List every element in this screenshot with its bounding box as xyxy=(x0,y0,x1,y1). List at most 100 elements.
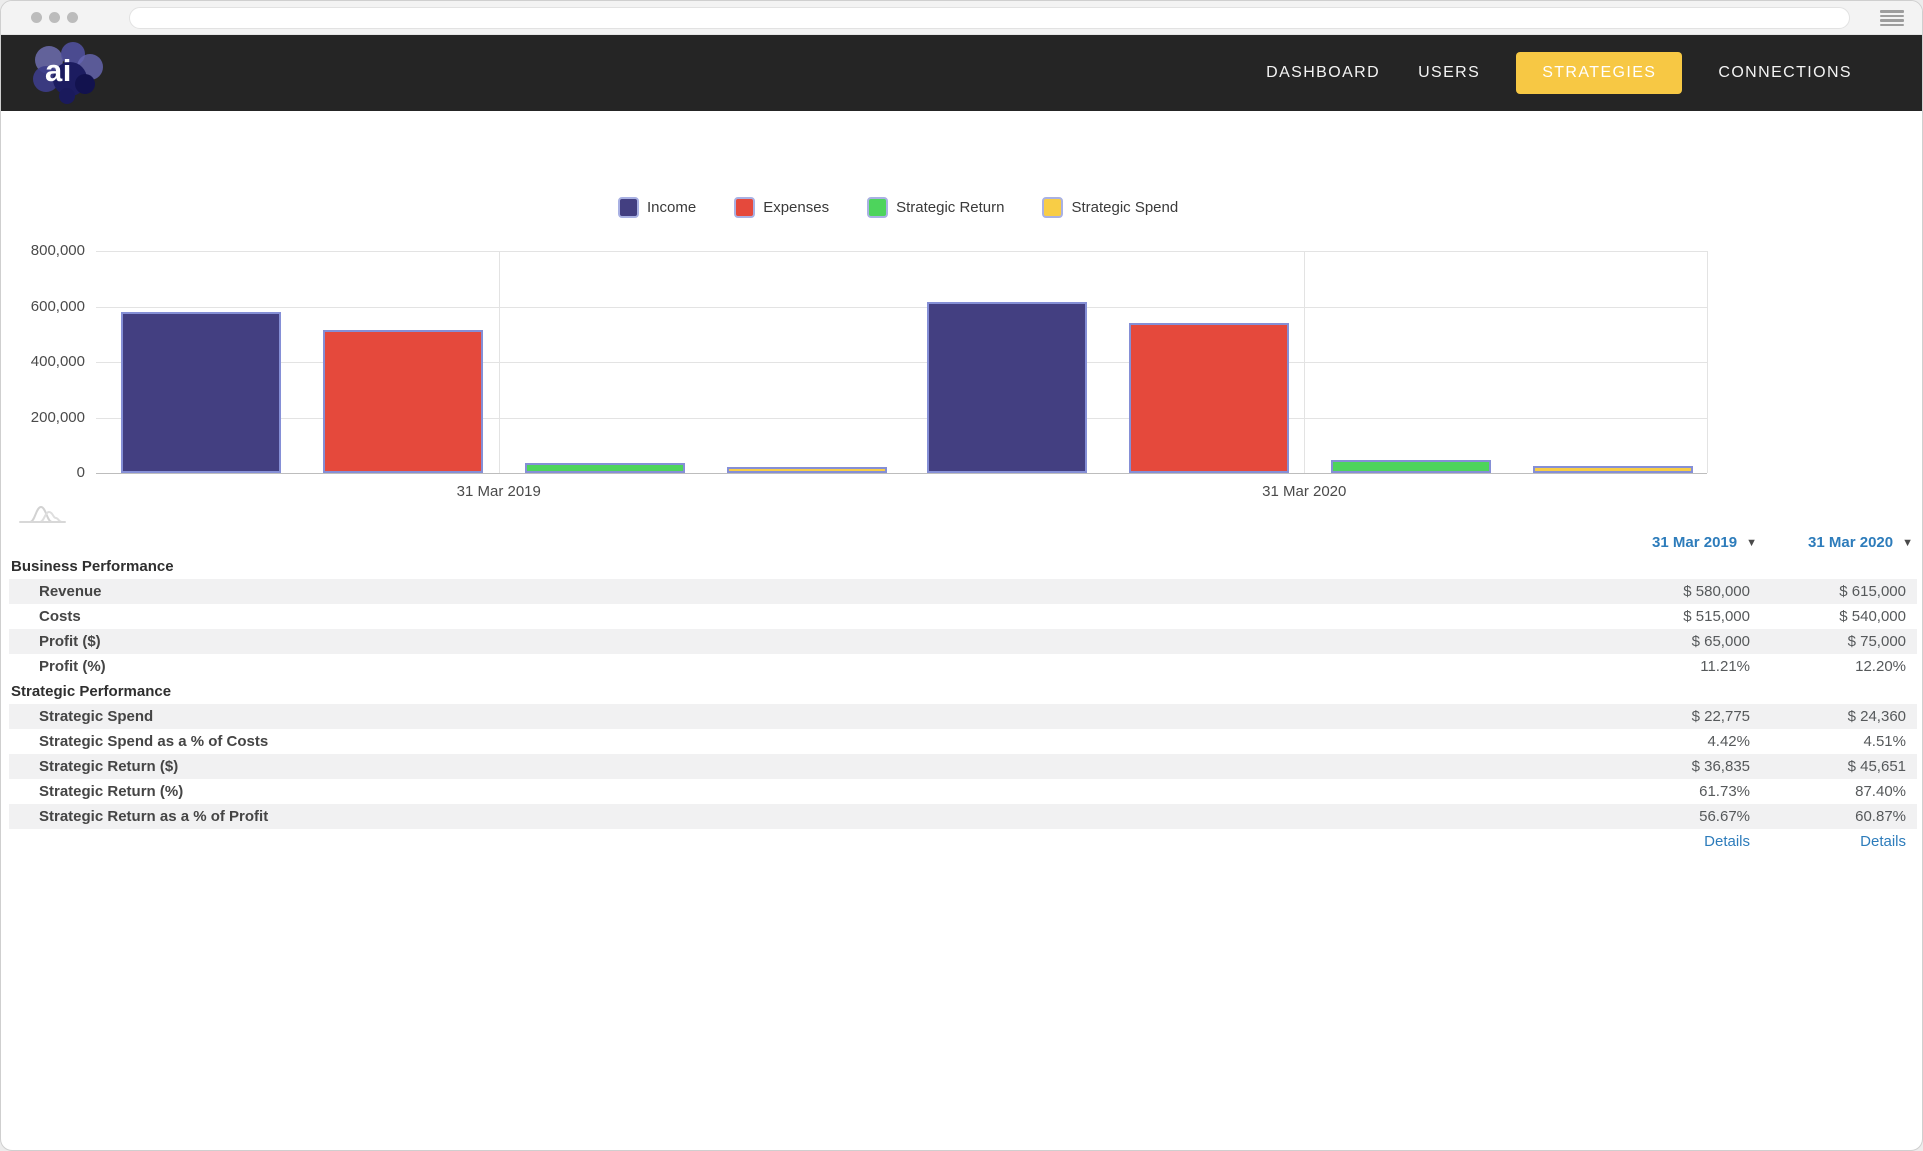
y-axis-tick-label: 200,000 xyxy=(30,408,85,426)
timeline-wave-icon[interactable] xyxy=(19,501,67,527)
y-gridline xyxy=(96,306,1707,308)
browser-menu-icon[interactable] xyxy=(1880,10,1904,26)
row-value: $ 540,000 xyxy=(1839,608,1906,625)
row-value: $ 615,000 xyxy=(1839,583,1906,600)
legend-item-expenses[interactable]: Expenses xyxy=(734,197,829,218)
x-gridline xyxy=(1304,251,1306,473)
row-value: $ 515,000 xyxy=(1683,608,1750,625)
url-bar[interactable] xyxy=(129,7,1850,29)
nav-item-strategies[interactable]: STRATEGIES xyxy=(1516,52,1683,94)
y-axis-tick-label: 600,000 xyxy=(30,297,85,315)
legend-label: Income xyxy=(647,199,697,216)
app-logo[interactable]: ai xyxy=(31,40,109,106)
row-label: Profit ($) xyxy=(39,633,101,650)
period-dropdown-2019-label: 31 Mar 2019 xyxy=(1652,534,1738,551)
row-label: Costs xyxy=(39,608,81,625)
period-dropdown-2020-label: 31 Mar 2020 xyxy=(1808,534,1894,551)
x-gridline xyxy=(498,251,500,473)
legend-item-strategic-return[interactable]: Strategic Return xyxy=(867,197,1004,218)
table-row: Strategic Return ($) $ 36,835 $ 45,651 xyxy=(9,754,1917,779)
details-link[interactable]: Details xyxy=(1704,833,1750,850)
row-label: Strategic Spend xyxy=(39,708,154,725)
bar-income xyxy=(121,312,281,473)
nav-item-dashboard[interactable]: DASHBOARD xyxy=(1266,64,1381,81)
table-row: Strategic Return as a % of Profit 56.67% 6… xyxy=(9,804,1917,829)
row-value: $ 24,360 xyxy=(1847,708,1906,725)
period-dropdown-2019[interactable]: 31 Mar 2019 ▼ xyxy=(1652,530,1757,555)
bar-expenses xyxy=(323,330,483,473)
details-row: Details Details xyxy=(9,829,1917,854)
section-title: Business Performance xyxy=(11,558,174,575)
bar-strategic-spend xyxy=(727,467,887,473)
nav-menu: DASHBOARD USERS STRATEGIES CONNECTIONS xyxy=(1264,52,1922,94)
row-value: 4.51% xyxy=(1863,733,1906,750)
window-controls xyxy=(31,12,78,23)
table-row: Costs $ 515,000 $ 540,000 xyxy=(9,604,1917,629)
row-value: 4.42% xyxy=(1707,733,1750,750)
row-label: Strategic Spend as a % of Costs xyxy=(39,733,269,750)
legend-label: Strategic Spend xyxy=(1071,199,1179,216)
table-column-headers: 31 Mar 2019 ▼ 31 Mar 2020 ▼ xyxy=(9,530,1917,555)
bar-strategic-return xyxy=(525,463,685,473)
row-value: $ 65,000 xyxy=(1691,633,1750,650)
table-row: Profit ($) $ 65,000 $ 75,000 xyxy=(9,629,1917,654)
legend-item-income[interactable]: Income xyxy=(618,197,696,218)
row-label: Strategic Return (%) xyxy=(39,783,184,800)
row-value: 56.67% xyxy=(1699,808,1750,825)
window-control-minimize[interactable] xyxy=(49,12,60,23)
row-value: $ 45,651 xyxy=(1847,758,1906,775)
row-value: $ 22,775 xyxy=(1691,708,1750,725)
y-gridline xyxy=(96,251,1707,252)
legend-label: Expenses xyxy=(763,199,830,216)
row-value: $ 36,835 xyxy=(1691,758,1750,775)
legend-label: Strategic Return xyxy=(896,199,1005,216)
window-control-close[interactable] xyxy=(31,12,42,23)
row-value: $ 75,000 xyxy=(1847,633,1906,650)
bar-expenses xyxy=(1128,323,1289,473)
y-gridline xyxy=(96,362,1707,363)
bar-strategic-spend xyxy=(1532,466,1693,473)
period-dropdown-2020[interactable]: 31 Mar 2020 ▼ xyxy=(1808,530,1913,555)
table-row: Strategic Spend as a % of Costs 4.42% 4.51… xyxy=(9,729,1917,754)
y-axis-tick-label: 400,000 xyxy=(30,353,85,370)
app-logo-text: ai xyxy=(45,53,72,88)
row-value: $ 580,000 xyxy=(1683,583,1750,600)
y-axis-tick-label: 0 xyxy=(76,464,85,481)
chevron-down-icon: ▼ xyxy=(1746,537,1757,549)
nav-item-connections[interactable]: CONNECTIONS xyxy=(1718,64,1852,81)
bar-strategic-return xyxy=(1330,460,1491,473)
chart-legend: Income Expenses Strategic Return Strategic … xyxy=(618,197,1178,218)
legend-swatch-icon xyxy=(1042,197,1064,218)
row-label: Strategic Return ($) xyxy=(39,758,179,775)
table-row: Profit (%) 11.21% 12.20% xyxy=(9,654,1917,679)
y-axis-tick-label: 800,000 xyxy=(30,242,85,259)
table-row: Revenue $ 580,000 $ 615,000 xyxy=(9,579,1917,604)
row-value: 87.40% xyxy=(1855,783,1906,800)
legend-swatch-icon xyxy=(734,197,756,218)
details-link[interactable]: Details xyxy=(1860,833,1906,850)
performance-table: Business Performance Revenue $ 580,000 $ 61… xyxy=(9,554,1917,854)
table-row: Strategic Spend $ 22,775 $ 24,360 xyxy=(9,704,1917,729)
y-gridline xyxy=(96,417,1707,419)
x-gridline xyxy=(1707,251,1708,473)
row-value: 60.87% xyxy=(1855,808,1906,825)
row-label: Profit (%) xyxy=(39,658,106,675)
row-label: Strategic Return as a % of Profit xyxy=(39,808,269,825)
x-axis-tick-label: 31 Mar 2020 xyxy=(1262,483,1347,500)
legend-swatch-icon xyxy=(618,197,639,218)
row-value: 61.73% xyxy=(1699,783,1750,800)
table-section-header: Business Performance xyxy=(9,554,1917,579)
bar-income xyxy=(926,302,1087,473)
legend-item-strategic-spend[interactable]: Strategic Spend xyxy=(1042,197,1178,218)
window-control-zoom[interactable] xyxy=(67,12,78,23)
chevron-down-icon: ▼ xyxy=(1902,537,1913,549)
row-label: Revenue xyxy=(39,583,102,600)
browser-chrome xyxy=(1,1,1922,35)
table-row: Strategic Return (%) 61.73% 87.40% xyxy=(9,779,1917,804)
legend-swatch-icon xyxy=(867,197,889,218)
x-axis-line xyxy=(96,473,1707,474)
row-value: 12.20% xyxy=(1855,658,1906,675)
nav-item-users[interactable]: USERS xyxy=(1418,64,1481,81)
